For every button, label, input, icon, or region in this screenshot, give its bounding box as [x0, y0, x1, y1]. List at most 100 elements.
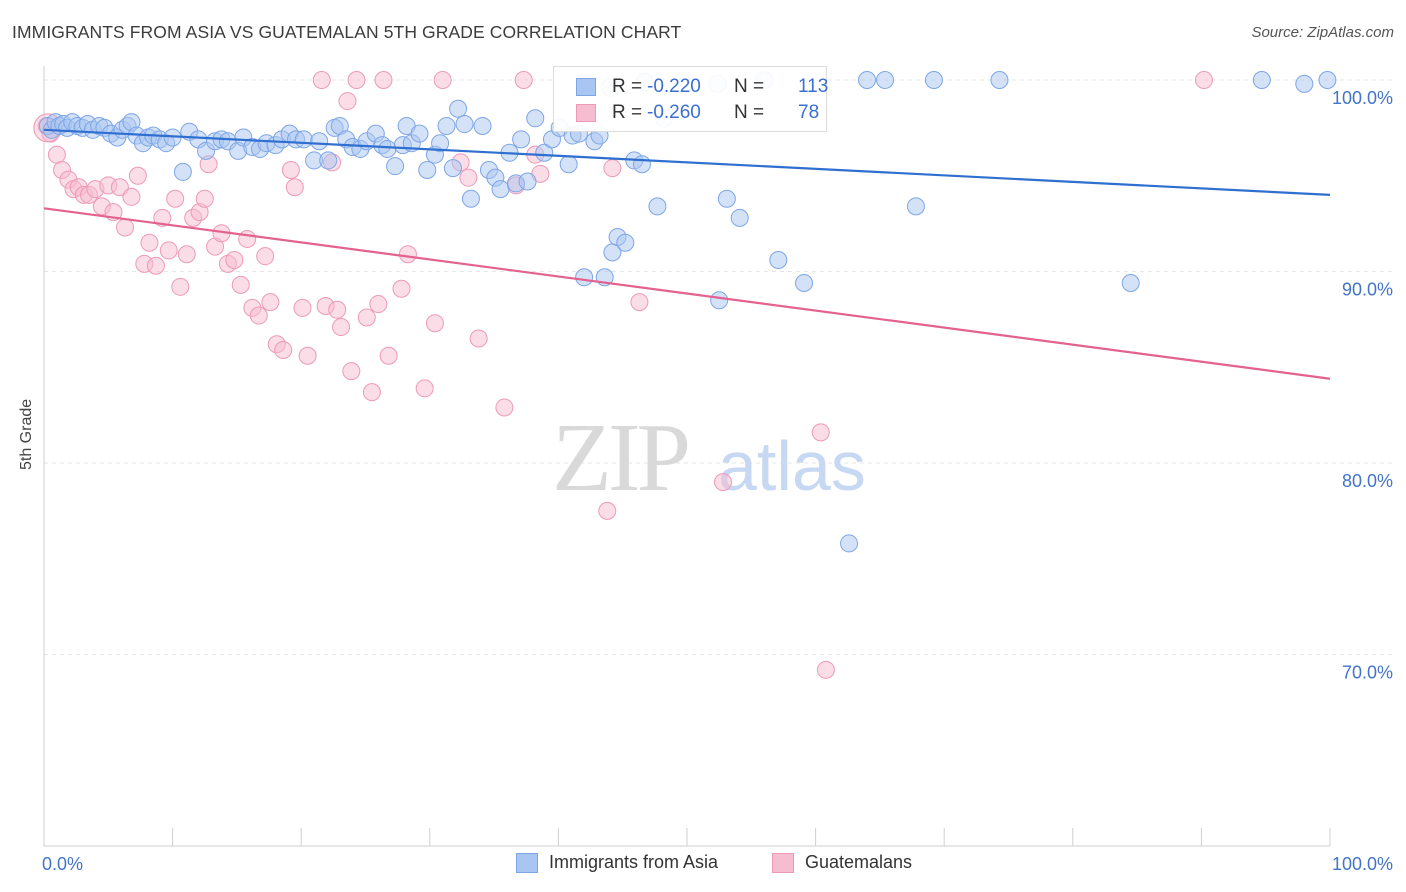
data-point — [433, 71, 452, 89]
data-point — [710, 291, 729, 310]
data-point — [491, 180, 510, 199]
legend-r-value: -0.220 — [647, 76, 701, 97]
data-point — [140, 233, 159, 252]
data-point — [146, 256, 165, 275]
data-point — [128, 166, 147, 185]
data-point — [231, 275, 250, 294]
x-tick-label: 0.0% — [42, 854, 83, 874]
tick-labels: 100.0% 90.0% 80.0% 70.0% 0.0% 100.0% — [42, 88, 1393, 874]
data-point — [378, 139, 397, 158]
legend-n-value: 78 — [798, 102, 820, 123]
data-point — [122, 187, 141, 206]
trend-line — [43, 128, 1331, 196]
legend-r-label: R = — [612, 76, 643, 97]
data-point — [431, 134, 450, 153]
data-point — [256, 247, 275, 266]
data-point — [518, 172, 537, 191]
trend-line — [43, 207, 1331, 380]
data-point — [717, 189, 736, 208]
data-point — [876, 71, 895, 89]
data-point — [648, 197, 667, 216]
data-point — [328, 300, 347, 319]
chart-title: IMMIGRANTS FROM ASIA VS GUATEMALAN 5TH G… — [12, 22, 682, 42]
y-tick-label: 90.0% — [1342, 280, 1393, 300]
data-point — [1121, 273, 1140, 292]
data-point — [906, 197, 925, 216]
data-point — [47, 145, 66, 164]
bottom-legend-swatch-pink — [772, 853, 794, 873]
points-guatemalans — [33, 71, 1213, 679]
data-point — [338, 92, 357, 111]
points-immigrants-from-asia — [38, 71, 1337, 553]
x-tick-label: 100.0% — [1332, 854, 1393, 874]
data-point — [1318, 71, 1337, 89]
data-point — [177, 245, 196, 264]
data-point — [362, 383, 381, 402]
data-point — [769, 251, 788, 270]
grid-layer — [44, 79, 1392, 655]
data-point — [858, 71, 877, 89]
data-point — [449, 99, 468, 118]
y-axis-label: 5th Grade — [18, 398, 35, 470]
data-point — [473, 116, 492, 135]
data-point — [559, 155, 578, 174]
data-point — [410, 124, 429, 143]
data-point — [398, 245, 417, 264]
data-point — [379, 346, 398, 365]
data-point — [461, 189, 480, 208]
data-point — [459, 168, 478, 187]
source-label: Source: ZipAtlas.com — [1251, 24, 1394, 41]
data-point — [110, 178, 129, 197]
data-point — [312, 71, 331, 89]
data-point — [159, 241, 178, 260]
data-point — [392, 279, 411, 298]
data-point — [171, 277, 190, 296]
data-point — [840, 534, 859, 553]
data-point — [319, 151, 338, 170]
data-point — [443, 159, 462, 178]
data-point — [1194, 71, 1213, 89]
data-point — [535, 143, 554, 162]
trend-layer — [43, 128, 1331, 380]
data-point — [512, 130, 531, 149]
legend-n-label: N = — [734, 102, 765, 123]
data-point — [238, 229, 257, 248]
data-point — [293, 298, 312, 317]
legend-r-label: R = — [612, 102, 643, 123]
watermark-zip: ZIP — [552, 404, 687, 512]
data-point — [990, 71, 1009, 89]
data-point — [374, 71, 393, 89]
data-point — [630, 293, 649, 312]
data-point — [261, 293, 280, 312]
watermark: ZIP atlas — [552, 404, 866, 512]
data-point — [1295, 74, 1314, 93]
data-point — [310, 132, 329, 151]
data-point — [166, 189, 185, 208]
data-point — [526, 109, 545, 128]
data-point — [811, 423, 830, 442]
legend-swatch-pink — [576, 104, 596, 122]
data-point — [714, 473, 733, 492]
data-point — [369, 295, 388, 314]
data-point — [281, 161, 300, 180]
data-point — [795, 273, 814, 292]
y-tick-label: 70.0% — [1342, 663, 1393, 683]
data-point — [469, 329, 488, 348]
data-point — [603, 159, 622, 178]
axes-layer — [43, 66, 1331, 847]
data-point — [153, 208, 172, 227]
data-point — [418, 161, 437, 180]
watermark-atlas: atlas — [718, 427, 866, 505]
legend-n-value: 113 — [798, 76, 829, 97]
legend-n-label: N = — [734, 76, 765, 97]
data-point — [495, 398, 514, 417]
data-point — [285, 178, 304, 197]
data-point — [195, 189, 214, 208]
data-point — [575, 268, 594, 287]
y-tick-label: 100.0% — [1332, 88, 1393, 108]
legend-box: R = -0.220 N = 113 R = -0.260 N = 78 — [553, 66, 829, 132]
data-point — [386, 157, 405, 176]
bottom-legend-label: Guatemalans — [805, 852, 913, 872]
legend-swatch-blue — [576, 78, 596, 96]
data-point — [924, 71, 943, 89]
